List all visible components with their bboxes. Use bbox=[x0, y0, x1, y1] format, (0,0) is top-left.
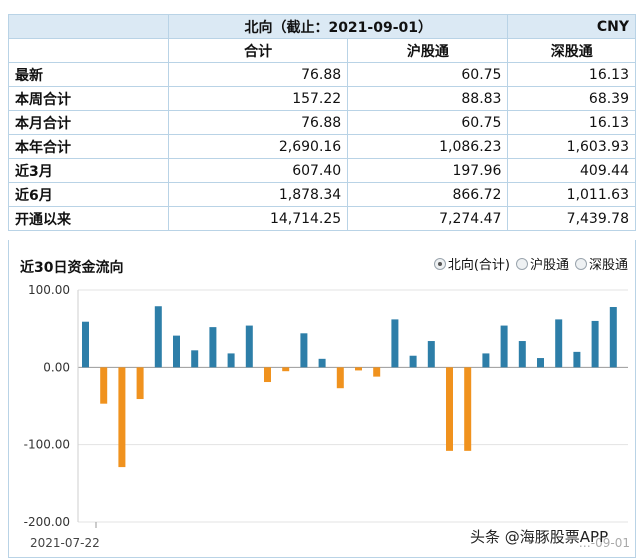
row-value: 76.88 bbox=[167, 110, 349, 135]
row-value: 157.22 bbox=[167, 86, 349, 111]
bar bbox=[355, 367, 362, 371]
row-label: 开通以来 bbox=[8, 206, 169, 231]
row-label: 本年合计 bbox=[8, 134, 169, 159]
row-value: 88.83 bbox=[347, 86, 509, 111]
northbound-summary-table: 北向（截止：2021-09-01） CNY 合计 沪股通 深股通 最新 76.88… bbox=[8, 14, 636, 231]
bar bbox=[118, 367, 126, 468]
bar bbox=[173, 335, 180, 368]
row-value: 76.88 bbox=[167, 62, 349, 87]
bar bbox=[482, 353, 490, 368]
row-label: 最新 bbox=[8, 62, 169, 87]
bar bbox=[336, 367, 344, 389]
legend: 北向(合计) 沪股通 深股通 bbox=[433, 254, 628, 273]
bar bbox=[573, 351, 581, 368]
y-tick-label: -100.00 bbox=[24, 438, 70, 452]
row-label: 本月合计 bbox=[8, 110, 169, 135]
bar bbox=[391, 319, 399, 368]
summary-row: 近3月 607.40 197.96 409.44 bbox=[8, 158, 636, 183]
y-tick-label: -200.00 bbox=[24, 515, 70, 529]
bar bbox=[282, 367, 290, 372]
chart-panel bbox=[8, 240, 636, 558]
bar bbox=[300, 333, 308, 368]
summary-row: 本周合计 157.22 88.83 68.39 bbox=[8, 86, 636, 111]
watermark: 头条 @海豚股票APP bbox=[470, 528, 609, 546]
bar bbox=[427, 341, 435, 368]
bar bbox=[136, 367, 144, 400]
chart-title: 近30日资金流向 bbox=[20, 260, 124, 276]
legend-label-shenzhen: 深股通 bbox=[588, 258, 628, 273]
bar bbox=[446, 367, 453, 451]
bar bbox=[100, 367, 108, 404]
bar bbox=[209, 327, 217, 368]
bar bbox=[227, 353, 235, 368]
row-value: 16.13 bbox=[507, 110, 636, 135]
radio-icon[interactable] bbox=[574, 257, 587, 270]
bar bbox=[537, 358, 544, 368]
bar bbox=[318, 358, 326, 368]
bar bbox=[82, 321, 89, 368]
row-value: 7,274.47 bbox=[347, 206, 509, 231]
legend-item-northbound[interactable]: 北向(合计) bbox=[433, 254, 510, 273]
x-tick-label: …-09-01 bbox=[579, 536, 630, 550]
bar bbox=[245, 325, 253, 368]
row-value: 7,439.78 bbox=[507, 206, 636, 231]
bar bbox=[373, 367, 381, 377]
bar bbox=[591, 320, 599, 368]
bar bbox=[609, 307, 617, 368]
header-empty-cell bbox=[8, 14, 169, 39]
summary-row: 开通以来 14,714.25 7,274.47 7,439.78 bbox=[8, 206, 636, 231]
currency-label: CNY bbox=[507, 14, 636, 39]
bar bbox=[264, 367, 271, 383]
summary-body: 最新 76.88 60.75 16.13 本周合计 157.22 88.83 68.39 本月合… bbox=[8, 62, 636, 231]
row-value: 16.13 bbox=[507, 62, 636, 87]
bar bbox=[191, 350, 199, 368]
bar bbox=[555, 319, 563, 368]
legend-item-shenzhen[interactable]: 深股通 bbox=[574, 254, 628, 273]
row-label: 近3月 bbox=[8, 158, 169, 183]
legend-label-shanghai: 沪股通 bbox=[529, 258, 569, 273]
summary-row: 最新 76.88 60.75 16.13 bbox=[8, 62, 636, 87]
summary-row: 本月合计 76.88 60.75 16.13 bbox=[8, 110, 636, 135]
column-header-shenzhen: 深股通 bbox=[507, 38, 636, 63]
radio-selected-icon[interactable] bbox=[433, 257, 446, 270]
row-value: 14,714.25 bbox=[167, 206, 349, 231]
row-value: 607.40 bbox=[167, 158, 349, 183]
legend-item-shanghai[interactable]: 沪股通 bbox=[515, 254, 569, 273]
bar bbox=[409, 355, 417, 368]
bar bbox=[464, 367, 472, 451]
y-tick-label: 0.00 bbox=[43, 360, 70, 374]
x-tick-label: 2021-07-22 bbox=[30, 536, 100, 550]
bar bbox=[518, 341, 526, 368]
radio-icon[interactable] bbox=[515, 257, 528, 270]
bar bbox=[154, 306, 162, 368]
legend-label-northbound: 北向(合计) bbox=[447, 258, 510, 273]
row-value: 866.72 bbox=[347, 182, 509, 207]
bar bbox=[500, 325, 508, 368]
y-tick-label: 100.00 bbox=[28, 283, 70, 297]
